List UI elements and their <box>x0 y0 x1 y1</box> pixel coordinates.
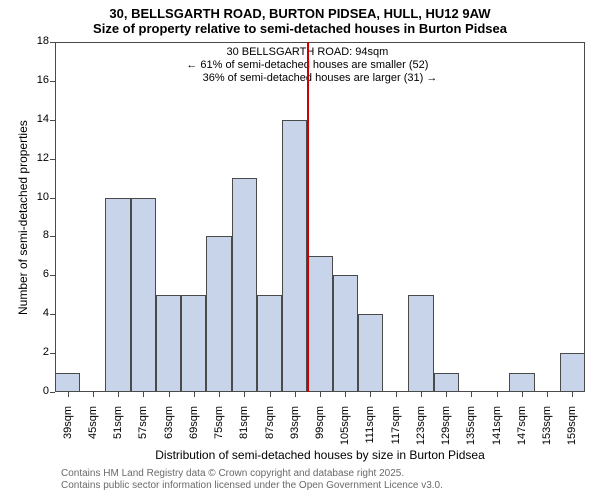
y-tick-label: 4 <box>27 307 49 319</box>
y-tick-mark <box>50 314 55 315</box>
histogram-bar <box>131 198 156 392</box>
reference-line <box>307 42 309 392</box>
x-tick-mark <box>547 392 548 397</box>
y-tick-label: 2 <box>27 346 49 358</box>
histogram-bar <box>232 178 257 392</box>
y-tick-mark <box>50 275 55 276</box>
x-tick-mark <box>396 392 397 397</box>
y-tick-mark <box>50 81 55 82</box>
x-tick-mark <box>421 392 422 397</box>
x-tick-label: 135sqm <box>465 406 477 456</box>
x-tick-label: 141sqm <box>491 406 503 456</box>
title-line-1: 30, BELLSGARTH ROAD, BURTON PIDSEA, HULL… <box>0 6 600 21</box>
x-tick-mark <box>143 392 144 397</box>
chart-title: 30, BELLSGARTH ROAD, BURTON PIDSEA, HULL… <box>0 0 600 36</box>
histogram-bar <box>156 295 181 392</box>
y-tick-mark <box>50 353 55 354</box>
x-tick-label: 129sqm <box>440 406 452 456</box>
y-tick-mark <box>50 236 55 237</box>
x-tick-label: 147sqm <box>516 406 528 456</box>
histogram-bar <box>358 314 383 392</box>
y-tick-label: 8 <box>27 229 49 241</box>
x-tick-mark <box>219 392 220 397</box>
x-tick-mark <box>244 392 245 397</box>
x-tick-mark <box>169 392 170 397</box>
histogram-bar <box>307 256 332 392</box>
y-tick-label: 0 <box>27 385 49 397</box>
y-tick-label: 18 <box>27 35 49 47</box>
x-tick-label: 105sqm <box>339 406 351 456</box>
y-tick-mark <box>50 392 55 393</box>
x-tick-label: 39sqm <box>62 406 74 456</box>
x-tick-label: 111sqm <box>364 406 376 456</box>
x-tick-label: 159sqm <box>566 406 578 456</box>
x-tick-label: 57sqm <box>137 406 149 456</box>
histogram-bar <box>408 295 433 392</box>
histogram-bar <box>560 353 585 392</box>
x-tick-mark <box>270 392 271 397</box>
title-line-2: Size of property relative to semi-detach… <box>0 21 600 36</box>
x-tick-label: 93sqm <box>289 406 301 456</box>
x-tick-mark <box>522 392 523 397</box>
y-tick-label: 16 <box>27 74 49 86</box>
y-tick-label: 6 <box>27 268 49 280</box>
x-tick-label: 87sqm <box>264 406 276 456</box>
x-tick-label: 117sqm <box>390 406 402 456</box>
y-tick-mark <box>50 120 55 121</box>
x-tick-label: 123sqm <box>415 406 427 456</box>
x-tick-mark <box>295 392 296 397</box>
y-axis-label: Number of semi-detached properties <box>16 120 30 315</box>
x-tick-mark <box>471 392 472 397</box>
x-tick-label: 75sqm <box>213 406 225 456</box>
x-tick-mark <box>345 392 346 397</box>
histogram-bar <box>206 236 231 392</box>
histogram-bar <box>434 373 459 392</box>
x-tick-mark <box>194 392 195 397</box>
x-tick-mark <box>446 392 447 397</box>
y-tick-label: 12 <box>27 152 49 164</box>
x-tick-mark <box>118 392 119 397</box>
y-tick-mark <box>50 159 55 160</box>
x-tick-label: 45sqm <box>87 406 99 456</box>
footer-line-1: Contains HM Land Registry data © Crown c… <box>61 468 404 479</box>
x-tick-mark <box>497 392 498 397</box>
x-tick-mark <box>572 392 573 397</box>
x-tick-label: 69sqm <box>188 406 200 456</box>
histogram-bar <box>181 295 206 392</box>
x-tick-mark <box>93 392 94 397</box>
x-tick-label: 99sqm <box>314 406 326 456</box>
x-tick-label: 81sqm <box>238 406 250 456</box>
histogram-bar <box>333 275 358 392</box>
footer-line-2: Contains public sector information licen… <box>61 480 443 491</box>
histogram-bar <box>105 198 130 392</box>
histogram-bar <box>257 295 282 392</box>
y-tick-label: 14 <box>27 113 49 125</box>
chart-container: 30, BELLSGARTH ROAD, BURTON PIDSEA, HULL… <box>0 0 600 500</box>
x-tick-mark <box>370 392 371 397</box>
x-tick-mark <box>320 392 321 397</box>
x-tick-label: 63sqm <box>163 406 175 456</box>
histogram-bar <box>509 373 534 392</box>
y-tick-mark <box>50 42 55 43</box>
histogram-bar <box>55 373 80 392</box>
histogram-bar <box>282 120 307 392</box>
y-tick-mark <box>50 198 55 199</box>
x-tick-mark <box>68 392 69 397</box>
x-tick-label: 153sqm <box>541 406 553 456</box>
y-tick-label: 10 <box>27 191 49 203</box>
x-tick-label: 51sqm <box>112 406 124 456</box>
